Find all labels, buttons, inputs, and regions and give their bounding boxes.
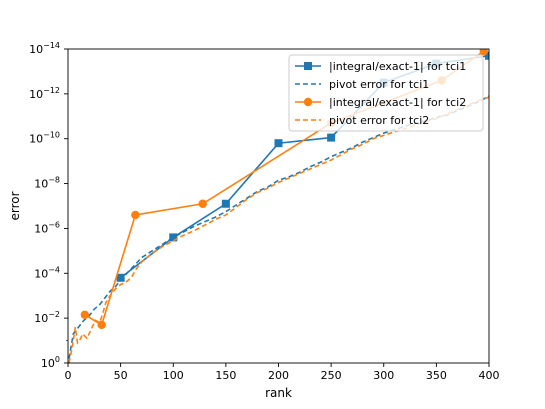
legend: |integral/exact-1| for tci1 pivot error f… [288, 54, 484, 132]
x-tick-label: 250 [321, 369, 342, 382]
series-3-marker [80, 310, 90, 319]
x-tick-label: 150 [215, 369, 236, 382]
legend-box [288, 54, 484, 132]
y-tick-label: 10−6 [34, 220, 60, 235]
x-tick-label: 0 [65, 369, 72, 382]
x-tick-label: 400 [479, 369, 500, 382]
x-tick-label: 100 [163, 369, 184, 382]
series-3-marker [479, 49, 488, 56]
y-tick-label: 10−8 [34, 176, 60, 191]
legend-label-4: pivot error for tci2 [329, 114, 429, 127]
series-1-marker [327, 133, 336, 142]
y-axis-label: error [8, 191, 22, 220]
series-1-marker [116, 273, 125, 282]
x-tick-label: 50 [114, 369, 128, 382]
series-3-marker [131, 210, 140, 220]
legend-label-3: |integral/exact-1| for tci2 [329, 96, 466, 109]
x-axis-ticks: 0 50 100 150 200 250 300 350 400 [65, 363, 500, 382]
y-tick-label: 10−4 [34, 265, 60, 280]
series-1-marker [274, 139, 283, 148]
x-axis-label: rank [265, 386, 292, 400]
y-tick-label: 10−14 [29, 41, 60, 56]
y-tick-label: 10−10 [29, 131, 60, 146]
y-tick-label: 100 [41, 355, 60, 370]
x-tick-label: 200 [268, 369, 289, 382]
y-tick-label: 10−12 [29, 86, 60, 101]
y-tick-label: 10−2 [34, 310, 60, 325]
legend-marker-1 [304, 62, 312, 70]
y-axis-ticks: 100 10−2 10−4 10−6 10−8 10−10 10−12 10−14 [29, 41, 68, 370]
legend-label-2: pivot error for tci1 [329, 78, 429, 91]
axes-frame [67, 48, 490, 364]
series-1-marker [169, 233, 178, 242]
series-3-marker [97, 320, 106, 330]
series-1-marker [221, 199, 230, 208]
x-tick-label: 350 [426, 369, 447, 382]
legend-label-1: |integral/exact-1| for tci1 [329, 60, 466, 73]
legend-marker-3 [303, 97, 313, 107]
x-tick-label: 300 [373, 369, 394, 382]
series-1-marker [485, 51, 489, 60]
series-3-marker [198, 199, 207, 208]
